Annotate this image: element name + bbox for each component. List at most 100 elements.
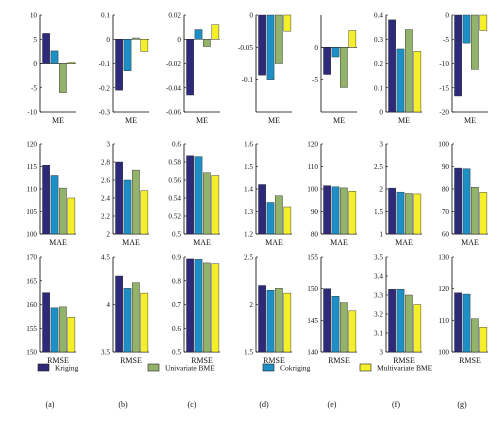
panel-label-b: (b): [118, 400, 128, 409]
y-tick-label: 120: [26, 141, 37, 149]
y-tick-label: 3: [379, 349, 383, 357]
bar-cokriging: [266, 202, 275, 235]
bar-cokriging: [50, 50, 59, 64]
y-tick-label: 0.3: [374, 36, 383, 44]
bar-kriging: [115, 161, 123, 235]
chart-b-mae: 2 2.2 2.4 2.6 2.8 3 MAE: [101, 141, 149, 247]
panel-label-f: (f): [392, 400, 400, 409]
y-tick-label: 0.9: [172, 254, 181, 262]
chart-g-me: -20 -15 -10 -5 0 ME: [439, 12, 488, 125]
bar-kriging: [42, 164, 50, 235]
bar-kriging: [454, 167, 462, 235]
y-tick-label: 5: [33, 36, 37, 44]
bar-kriging: [186, 258, 194, 353]
y-tick-label: 155: [26, 325, 37, 333]
bar-cokriging: [331, 47, 340, 58]
chart-f-me: 0 0.1 0.2 0.3 0.4 ME: [374, 12, 422, 125]
y-tick-label: -0.04: [166, 84, 181, 92]
y-tick-label: 110: [307, 163, 318, 171]
bar-multivariate-bme: [140, 190, 149, 235]
y-tick-label: 0.52: [168, 213, 181, 221]
x-axis-label: MAE: [265, 238, 283, 247]
bar-kriging: [258, 184, 266, 235]
y-tick-label: -0.02: [166, 60, 181, 68]
y-tick-label: 165: [26, 277, 37, 285]
bar-univariate-bme: [471, 14, 479, 70]
y-tick-label: 0: [314, 44, 318, 52]
bar-kriging: [388, 289, 396, 353]
y-tick-label: 4: [106, 301, 110, 309]
y-tick-label: 1.5: [244, 349, 253, 357]
chart-d-me: -0.1 -0.05 0 ME: [238, 12, 292, 125]
y-tick-label: 0.1: [374, 84, 383, 92]
chart-grid: -10-50510ME100105110115120MAE15015516016…: [26, 12, 488, 365]
bar-univariate-bme: [59, 187, 67, 235]
legend-label-cokriging: Cokriging: [280, 364, 311, 373]
chart-d-rmse: 1.5 2 2.5 RMSE: [244, 254, 292, 365]
bar-univariate-bme: [275, 195, 283, 235]
bar-univariate-bme: [340, 302, 348, 353]
bar-cokriging: [194, 29, 203, 40]
y-tick-label: 3: [379, 141, 383, 149]
y-tick-label: 0.5: [172, 231, 181, 239]
x-axis-label: RMSE: [328, 356, 350, 365]
legend-swatch-kriging: [37, 363, 50, 372]
y-tick-label: 1.5: [244, 163, 253, 171]
y-tick-label: 0: [249, 12, 253, 20]
bar-univariate-bme: [59, 63, 67, 93]
chart-c-mae: 0.5 0.52 0.54 0.56 0.58 0.6 MAE: [168, 141, 220, 247]
y-tick-label: 0.56: [168, 177, 181, 185]
bar-univariate-bme: [59, 306, 67, 353]
x-axis-label: MAE: [122, 238, 140, 247]
y-tick-label: 110: [438, 317, 449, 325]
y-tick-label: -5: [443, 36, 449, 44]
y-tick-label: -20: [439, 109, 449, 117]
bar-multivariate-bme: [140, 39, 149, 52]
y-tick-label: 3.1: [374, 330, 383, 338]
chart-d-mae: 1.2 1.3 1.4 1.5 1.6 MAE: [244, 141, 292, 247]
y-tick-label: 110: [26, 186, 37, 194]
bar-univariate-bme: [132, 169, 140, 235]
y-tick-label: 150: [307, 285, 318, 293]
bar-univariate-bme: [340, 187, 348, 235]
y-tick-label: 1.3: [244, 208, 253, 216]
chart-f-rmse: 3 3.1 3.2 3.3 3.4 3.5 RMSE: [374, 254, 422, 365]
y-tick-label: 70: [442, 208, 450, 216]
y-tick-label: 155: [307, 254, 318, 262]
y-tick-label: 10: [30, 12, 38, 20]
chart-a-me: -10 -5 0 5 10 ME: [27, 12, 76, 125]
bar-kriging: [323, 185, 331, 235]
y-tick-label: 170: [26, 254, 37, 262]
y-tick-label: 0.6: [172, 141, 181, 149]
bar-kriging: [454, 292, 462, 353]
y-tick-label: -0.3: [99, 109, 111, 117]
bar-cokriging: [462, 14, 471, 44]
y-tick-label: 90: [442, 163, 450, 171]
chart-e-rmse: 140 145 150 155 RMSE: [307, 254, 357, 365]
x-axis-label: RMSE: [263, 356, 285, 365]
y-tick-label: 3.2: [374, 311, 383, 319]
bar-cokriging: [331, 186, 340, 235]
bar-cokriging: [123, 179, 132, 235]
x-axis-label: ME: [268, 116, 280, 125]
bar-kriging: [186, 155, 194, 235]
bar-kriging: [42, 292, 50, 353]
x-axis-label: ME: [398, 116, 410, 125]
y-tick-label: 160: [26, 301, 37, 309]
y-tick-label: 130: [438, 254, 449, 262]
bar-univariate-bme: [132, 37, 140, 40]
bar-multivariate-bme: [67, 197, 76, 235]
y-tick-label: -0.2: [99, 84, 111, 92]
chart-b-rmse: 3.5 4 4.5 RMSE: [101, 254, 149, 365]
bar-univariate-bme: [340, 47, 348, 88]
legend-label-univariate-bme: Univariate BME: [165, 364, 215, 373]
y-tick-label: 0: [106, 36, 110, 44]
x-axis-label: ME: [464, 116, 476, 125]
bar-univariate-bme: [405, 294, 413, 353]
x-axis-label: RMSE: [120, 356, 142, 365]
bar-multivariate-bme: [348, 310, 357, 353]
bar-multivariate-bme: [413, 193, 422, 235]
panel-label-g: (g): [457, 400, 467, 409]
y-tick-label: -10: [439, 60, 449, 68]
